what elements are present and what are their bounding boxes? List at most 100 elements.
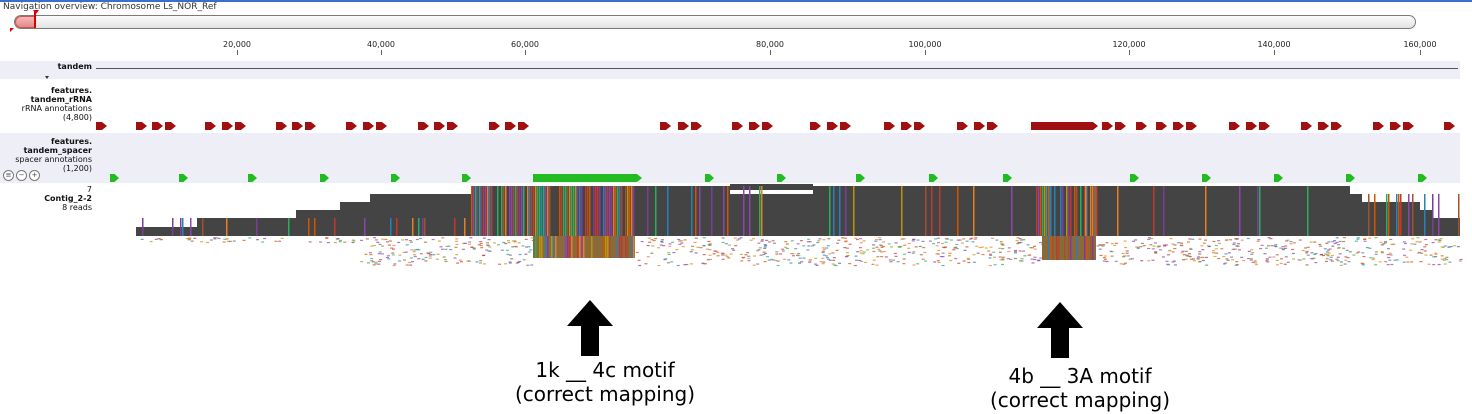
read-fragment <box>242 239 246 241</box>
read-fragment <box>213 238 217 240</box>
read-fragment <box>848 262 852 265</box>
read-fragment <box>1201 259 1205 262</box>
read-fragment <box>1388 252 1392 254</box>
read-fragment <box>1310 252 1314 254</box>
zoom-out-icon[interactable]: − <box>16 170 27 181</box>
read-fragment <box>721 241 725 244</box>
tandem-track-band[interactable] <box>0 61 1460 79</box>
read-fragment <box>1441 246 1445 248</box>
read-fragment <box>1229 239 1233 241</box>
read-fragment <box>650 252 654 254</box>
read-fragment <box>1284 256 1288 258</box>
navigation-overview-bar[interactable] <box>14 15 1416 29</box>
rrna-feature-arrow <box>305 122 316 130</box>
spacer-track-band[interactable] <box>0 133 1460 183</box>
motif-block-texture <box>1056 236 1058 260</box>
read-fragment <box>1240 256 1244 258</box>
read-fragment <box>806 241 810 243</box>
read-fragment <box>948 255 952 257</box>
navigation-corner-marker <box>10 28 14 32</box>
read-fragment <box>1201 256 1205 259</box>
variant-block-1k-4c <box>473 186 475 236</box>
motif-block-texture <box>555 236 557 258</box>
variant-column <box>202 218 204 236</box>
read-fragment <box>1038 241 1042 244</box>
read-fragment <box>1260 244 1264 246</box>
read-fragment <box>1125 250 1129 252</box>
read-fragment <box>1345 249 1349 252</box>
read-fragment <box>369 254 373 256</box>
variant-block-4b-3a <box>1042 186 1044 236</box>
read-fragment <box>1440 255 1444 257</box>
motif-block-texture <box>625 236 627 258</box>
variant-column <box>541 186 543 236</box>
read-fragment <box>1251 261 1255 264</box>
read-fragment <box>1387 256 1391 259</box>
read-fragment <box>872 259 876 261</box>
ruler-tick-mark <box>1420 50 1421 55</box>
read-fragment <box>1171 251 1175 253</box>
read-fragment <box>832 259 836 261</box>
rrna-track-band[interactable] <box>0 82 1460 132</box>
variant-column <box>667 186 669 236</box>
rrna-feature-arrow <box>1331 122 1342 130</box>
read-fragment <box>1269 238 1273 240</box>
menu-icon[interactable]: ≡ <box>3 170 14 181</box>
variant-block-1k-4c <box>485 186 487 236</box>
read-fragment <box>381 238 385 240</box>
read-fragment <box>1305 264 1309 266</box>
read-fragment <box>903 253 907 255</box>
expand-caret-icon[interactable] <box>45 76 49 79</box>
rrna-feature-arrow <box>1136 122 1147 130</box>
read-fragment <box>1192 258 1196 260</box>
read-fragment <box>470 246 474 248</box>
read-fragment <box>844 237 848 239</box>
read-fragment <box>765 239 769 242</box>
read-fragment <box>479 241 483 243</box>
read-fragment <box>1266 245 1270 247</box>
variant-block-1k-4c <box>543 186 545 236</box>
read-fragment <box>670 261 674 263</box>
read-fragment <box>1250 253 1254 255</box>
read-fragment <box>816 241 820 244</box>
read-fragment <box>1324 253 1328 255</box>
navigation-position-marker[interactable] <box>34 11 36 28</box>
rrna-feature-arrow <box>235 122 246 130</box>
read-fragment <box>500 249 504 251</box>
read-fragment <box>1402 241 1406 243</box>
read-fragment <box>1310 258 1314 260</box>
read-fragment <box>1369 257 1373 259</box>
read-fragment <box>1314 262 1318 264</box>
rrna-feature-arrow <box>827 122 838 130</box>
read-fragment <box>462 242 466 244</box>
read-fragment <box>308 241 312 243</box>
read-fragment <box>1096 245 1100 247</box>
zoom-in-icon[interactable]: + <box>29 170 40 181</box>
read-fragment <box>808 261 812 263</box>
read-fragment <box>724 243 728 245</box>
variant-block-1k-4c <box>595 186 597 236</box>
read-fragment <box>516 261 520 264</box>
track-controls: ≡ − + <box>3 170 40 181</box>
read-fragment <box>770 258 774 261</box>
read-fragment <box>752 238 756 240</box>
read-fragment <box>993 264 997 266</box>
read-fragment <box>1168 250 1172 252</box>
read-fragment <box>1001 263 1005 266</box>
read-fragment <box>424 260 428 262</box>
read-fragment <box>1325 260 1329 263</box>
read-fragment <box>1329 256 1333 258</box>
rrna-annotations <box>96 122 1455 130</box>
read-fragment <box>1215 252 1219 254</box>
read-fragment <box>1328 248 1332 250</box>
read-fragment <box>1188 253 1192 255</box>
variant-block-1k-4c <box>633 186 635 236</box>
variant-column <box>517 186 519 236</box>
read-fragment <box>461 248 465 250</box>
read-fragment <box>1110 251 1114 253</box>
read-fragment <box>417 258 421 260</box>
variant-block-1k-4c <box>581 186 583 236</box>
read-fragment <box>1031 262 1035 264</box>
read-fragment <box>1134 239 1138 241</box>
